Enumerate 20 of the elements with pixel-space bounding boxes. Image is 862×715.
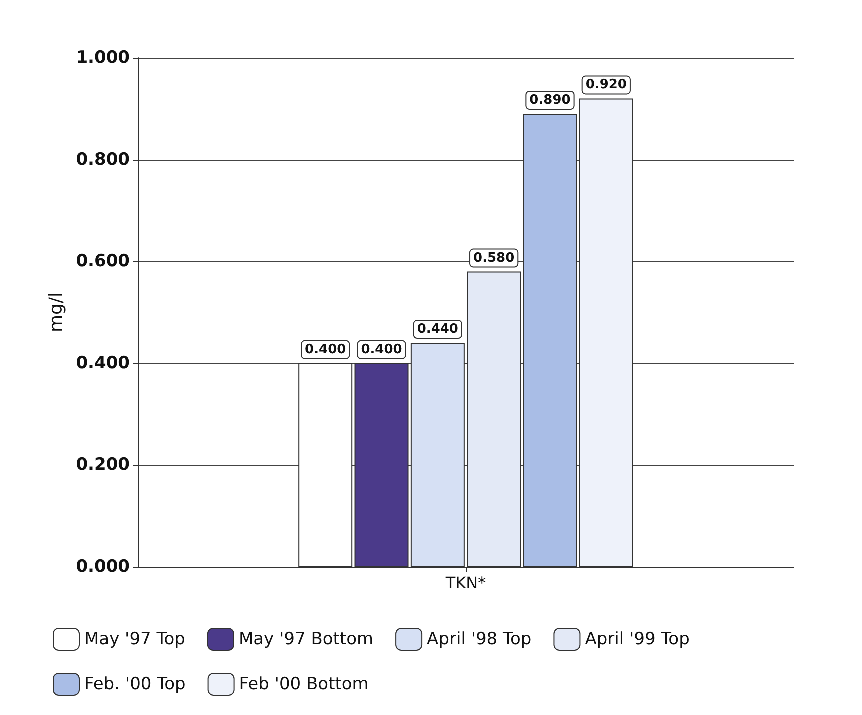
legend-label: April '98 Top [427,630,532,650]
y-tick-label: 0.400 [76,353,130,374]
x-tick-label: TKN* [444,574,486,592]
y-tick-label: 1.000 [76,48,130,68]
data-label: 0.400 [361,342,402,358]
y-tick-label: 0.800 [76,150,130,170]
data-label: 0.440 [417,322,458,338]
legend-label: Feb. '00 Top [84,674,186,694]
data-label: 0.400 [305,342,346,358]
data-label: 0.920 [586,78,627,93]
data-label: 0.580 [474,250,515,266]
y-axis-title: mg/l [46,292,67,333]
y-tick-label: 0.600 [76,252,130,272]
legend-label: May '97 Bottom [238,630,374,650]
y-tick-label: 0.200 [76,455,130,476]
legend-label: April '99 Top [585,630,690,650]
y-tick-label: 0.000 [76,557,130,577]
data-label: 0.890 [530,92,571,108]
legend-label: May '97 Top [84,630,186,650]
legend-label: Feb '00 Bottom [239,674,369,694]
